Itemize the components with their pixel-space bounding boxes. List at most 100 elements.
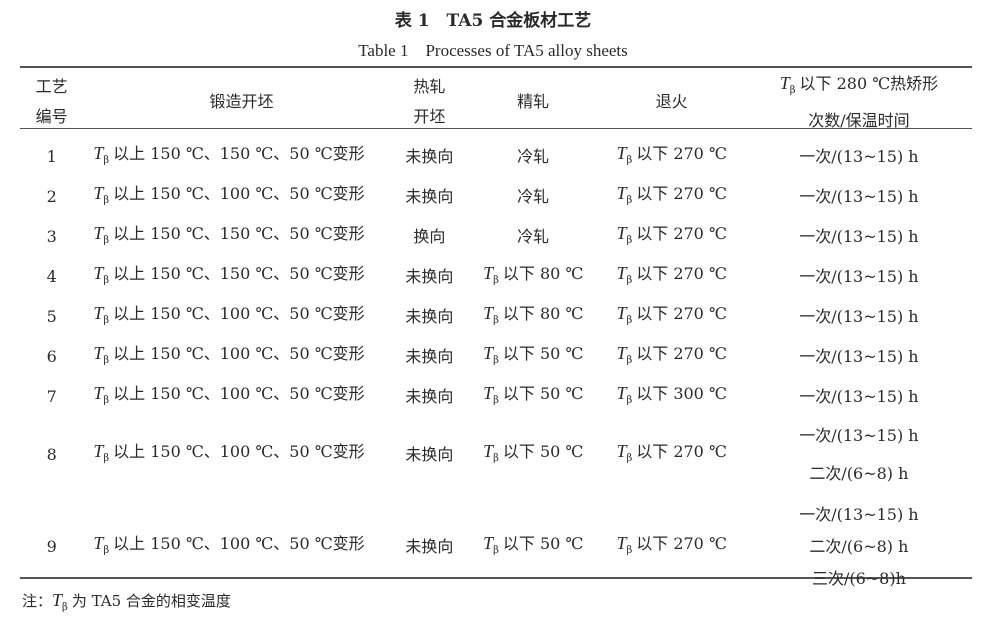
straightening-line: 一次/(13~15) h xyxy=(799,307,919,326)
t-symbol: T xyxy=(616,532,627,553)
t-symbol: T xyxy=(483,343,494,363)
t-symbol: T xyxy=(616,441,627,461)
straightening-line: 三次/(6~8)h xyxy=(811,568,906,588)
cell-forging: Tβ 以上 150 ℃、100 ℃、50 ℃变形 xyxy=(83,377,389,417)
cell-text: 以下 80 ℃ xyxy=(502,264,584,283)
t-symbol: T xyxy=(93,383,104,403)
cell-finish-rolling: Tβ 以下 80 ℃ xyxy=(469,297,598,337)
cell-hot-rolling: 未换向 xyxy=(405,387,454,406)
beta-subscript: β xyxy=(62,602,68,613)
beta-subscript: β xyxy=(103,195,110,206)
table-body: 1 Tβ 以上 150 ℃、150 ℃、50 ℃变形 未换向 冷轧 Tβ 以下 270 ℃ 一… xyxy=(20,136,972,600)
cell-text: 以下 270 ℃ xyxy=(636,264,727,283)
t-symbol: T xyxy=(93,183,104,203)
beta-subscript: β xyxy=(493,453,499,464)
cell-annealing: Tβ 以下 270 ℃ xyxy=(597,493,745,600)
cell-straightening: 一次/(13~15) h xyxy=(746,297,972,337)
cell-text: 以下 50 ℃ xyxy=(502,344,584,363)
header-no: 工艺 编号 xyxy=(20,68,83,136)
cell-text: 以上 150 ℃、150 ℃、50 ℃变形 xyxy=(113,224,365,243)
beta-subscript: β xyxy=(493,544,499,556)
beta-subscript: β xyxy=(493,315,499,326)
t-symbol: T xyxy=(616,303,627,323)
cell-straightening: 一次/(13~15) h xyxy=(746,177,972,217)
t-symbol: T xyxy=(483,383,494,403)
header-straightening-line1: 以下 280 ℃热矫形 xyxy=(799,74,939,93)
straightening-line: 一次/(13~15) h xyxy=(799,146,919,166)
cell-annealing: Tβ 以下 270 ℃ xyxy=(597,136,745,177)
cell-text: 以下 270 ℃ xyxy=(636,442,727,461)
t-symbol: T xyxy=(616,343,627,363)
cell-no: 5 xyxy=(46,307,57,326)
cell-text: 以上 150 ℃、100 ℃、50 ℃变形 xyxy=(113,442,365,461)
t-symbol: T xyxy=(93,303,104,323)
cell-text: 以下 50 ℃ xyxy=(502,384,584,403)
cell-text: 以下 50 ℃ xyxy=(502,533,584,553)
beta-subscript: β xyxy=(626,235,633,246)
cell-text: 以下 270 ℃ xyxy=(636,143,727,163)
beta-subscript: β xyxy=(103,395,110,406)
cell-text: 冷轧 xyxy=(517,187,550,206)
header-straightening: Tβ 以下 280 ℃热矫形 次数/保温时间 xyxy=(746,68,972,136)
cell-straightening: 一次/(13~15) h xyxy=(746,257,972,297)
cell-finish-rolling: Tβ 以下 50 ℃ xyxy=(469,493,598,600)
cell-text: 以上 150 ℃、100 ℃、50 ℃变形 xyxy=(113,533,365,553)
cell-forging: Tβ 以上 150 ℃、150 ℃、50 ℃变形 xyxy=(83,136,389,177)
cell-text: 以上 150 ℃、150 ℃、50 ℃变形 xyxy=(113,264,365,283)
table-row: 9 Tβ 以上 150 ℃、100 ℃、50 ℃变形 未换向 Tβ 以下 50 ℃ Tβ 以下… xyxy=(20,493,972,600)
cell-forging: Tβ 以上 150 ℃、100 ℃、50 ℃变形 xyxy=(83,337,389,377)
table-title: 表 1 TA5 合金板材工艺 xyxy=(394,11,592,31)
t-symbol: T xyxy=(616,183,627,203)
cell-forging: Tβ 以上 150 ℃、150 ℃、50 ℃变形 xyxy=(83,217,389,257)
beta-subscript: β xyxy=(103,355,110,366)
cell-no: 4 xyxy=(46,267,57,286)
header-straightening-line2: 次数/保温时间 xyxy=(808,111,910,130)
straightening-line: 二次/(6~8) h xyxy=(809,464,909,483)
cell-no: 2 xyxy=(46,187,57,206)
cell-no: 9 xyxy=(46,536,57,556)
cell-hot-rolling: 未换向 xyxy=(405,347,454,366)
t-symbol: T xyxy=(483,303,494,323)
cell-annealing: Tβ 以下 270 ℃ xyxy=(597,337,745,377)
top-rule xyxy=(20,66,972,68)
table-row: 1 Tβ 以上 150 ℃、150 ℃、50 ℃变形 未换向 冷轧 Tβ 以下 270 ℃ 一… xyxy=(20,136,972,177)
t-symbol: T xyxy=(93,343,104,363)
cell-finish-rolling: 冷轧 xyxy=(469,136,598,177)
t-symbol: T xyxy=(779,73,790,93)
beta-subscript: β xyxy=(626,275,633,286)
cell-text: 以上 150 ℃、150 ℃、50 ℃变形 xyxy=(113,143,365,163)
cell-text: 冷轧 xyxy=(517,146,550,166)
cell-annealing: Tβ 以下 270 ℃ xyxy=(597,257,745,297)
cell-text: 以下 270 ℃ xyxy=(636,184,727,203)
cell-straightening: 一次/(13~15) h 二次/(6~8) h xyxy=(746,417,972,493)
t-symbol: T xyxy=(616,142,627,163)
cell-hot-rolling: 未换向 xyxy=(405,307,454,326)
cell-annealing: Tβ 以下 270 ℃ xyxy=(597,297,745,337)
cell-hot-rolling: 未换向 xyxy=(405,267,454,286)
cell-no: 7 xyxy=(46,387,57,406)
beta-subscript: β xyxy=(103,544,110,556)
beta-subscript: β xyxy=(626,315,633,326)
t-symbol: T xyxy=(93,223,104,243)
table-subtitle: Table 1 Processes of TA5 alloy sheets xyxy=(358,41,628,60)
cell-annealing: Tβ 以下 270 ℃ xyxy=(597,177,745,217)
t-symbol: T xyxy=(93,263,104,283)
t-symbol: T xyxy=(483,532,494,553)
straightening-line: 一次/(13~15) h xyxy=(799,347,919,366)
t-symbol: T xyxy=(616,223,627,243)
header-hot-line2: 开坯 xyxy=(413,107,446,126)
header-no-line1: 工艺 xyxy=(35,77,68,96)
cell-text: 以下 50 ℃ xyxy=(502,442,584,461)
header-hot-rolling: 热轧 开坯 xyxy=(390,68,469,136)
cell-no: 8 xyxy=(46,445,57,464)
t-symbol: T xyxy=(616,263,627,283)
cell-straightening: 一次/(13~15) h xyxy=(746,377,972,417)
cell-text: 以下 270 ℃ xyxy=(636,533,727,553)
cell-text: 以上 150 ℃、100 ℃、50 ℃变形 xyxy=(113,304,365,323)
beta-subscript: β xyxy=(626,195,633,206)
t-symbol: T xyxy=(616,383,627,403)
cell-hot-rolling: 未换向 xyxy=(405,445,454,464)
straightening-line: 一次/(13~15) h xyxy=(799,227,919,246)
table-row: 4 Tβ 以上 150 ℃、150 ℃、50 ℃变形 未换向 Tβ 以下 80 ℃ Tβ 以下… xyxy=(20,257,972,297)
cell-annealing: Tβ 以下 270 ℃ xyxy=(597,217,745,257)
